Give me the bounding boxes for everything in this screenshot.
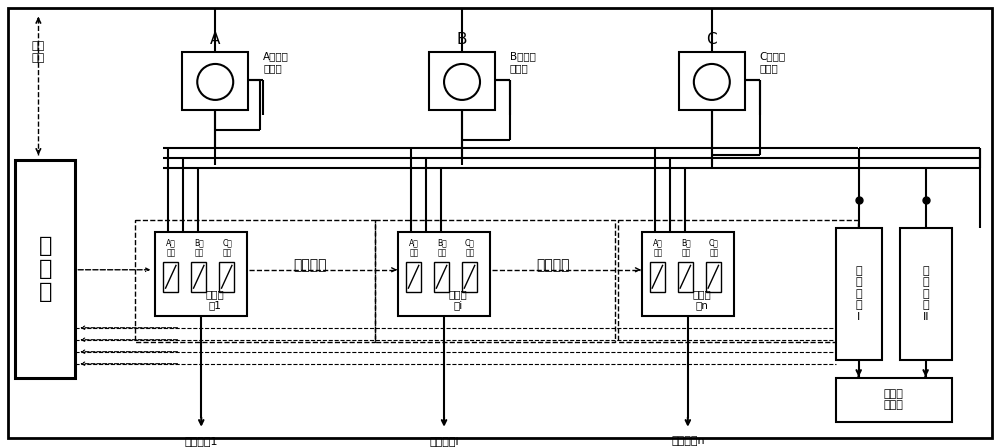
Bar <box>182 52 248 110</box>
Bar <box>406 262 421 292</box>
Text: 处
理
器: 处 理 器 <box>39 236 52 302</box>
Circle shape <box>197 64 233 100</box>
Bar <box>462 262 477 292</box>
Bar <box>163 262 178 292</box>
Bar <box>434 262 449 292</box>
Text: C相
开关: C相 开关 <box>222 238 232 257</box>
Bar <box>642 232 734 316</box>
Text: A: A <box>210 33 220 47</box>
Circle shape <box>444 64 480 100</box>
Text: C相
开关: C相 开关 <box>465 238 475 257</box>
Text: B相
开关: B相 开关 <box>194 238 204 257</box>
Bar <box>375 220 615 342</box>
Text: 开关单
元n: 开关单 元n <box>692 289 711 311</box>
Circle shape <box>694 64 730 100</box>
Text: A相
开关: A相 开关 <box>653 238 663 257</box>
Text: B相
开关: B相 开关 <box>437 238 447 257</box>
Text: C相
开关: C相 开关 <box>709 238 719 257</box>
Bar <box>398 232 490 316</box>
Text: 开关单
元1: 开关单 元1 <box>206 289 225 311</box>
Text: C相进线
接线柱: C相进线 接线柱 <box>760 51 786 73</box>
Text: 负荷出线i: 负荷出线i <box>429 436 459 446</box>
Text: B相
开关: B相 开关 <box>681 238 691 257</box>
Bar <box>219 262 234 292</box>
Text: 负荷选
择开关: 负荷选 择开关 <box>884 389 904 410</box>
Text: 开关阵列: 开关阵列 <box>536 258 570 272</box>
Bar <box>618 220 858 342</box>
Bar <box>15 160 75 378</box>
Text: A相
开关: A相 开关 <box>409 238 419 257</box>
Bar <box>679 52 745 110</box>
Bar <box>191 262 206 292</box>
Text: B: B <box>457 33 467 47</box>
Bar <box>836 378 952 422</box>
Text: C: C <box>707 33 717 47</box>
Bar <box>678 262 693 292</box>
Text: 负荷出线1: 负荷出线1 <box>185 436 218 446</box>
Text: 开关阵列: 开关阵列 <box>293 258 327 272</box>
Bar <box>155 232 247 316</box>
Text: A相
开关: A相 开关 <box>166 238 176 257</box>
Bar <box>429 52 495 110</box>
Bar <box>836 228 882 360</box>
Text: 过
渡
回
路
I: 过 渡 回 路 I <box>855 266 862 322</box>
Text: 配变
终端: 配变 终端 <box>32 41 45 63</box>
Bar <box>135 220 375 342</box>
Text: 过
渡
回
路
II: 过 渡 回 路 II <box>922 266 929 322</box>
Bar <box>650 262 665 292</box>
Bar <box>900 228 952 360</box>
Text: 开关单
元i: 开关单 元i <box>449 289 467 311</box>
Text: A相进线
接线柱: A相进线 接线柱 <box>263 51 289 73</box>
Bar <box>706 262 721 292</box>
Text: 负荷出线n: 负荷出线n <box>671 436 705 446</box>
Text: B相进线
接线柱: B相进线 接线柱 <box>510 51 536 73</box>
